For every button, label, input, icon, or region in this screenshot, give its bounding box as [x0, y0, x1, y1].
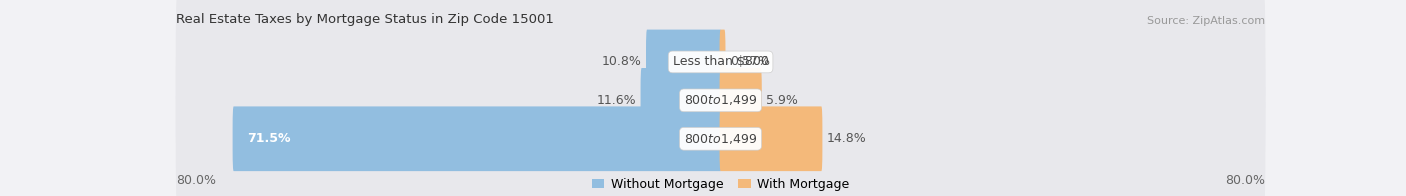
FancyBboxPatch shape	[720, 30, 725, 94]
FancyBboxPatch shape	[176, 55, 1265, 196]
FancyBboxPatch shape	[176, 17, 1265, 184]
FancyBboxPatch shape	[645, 30, 721, 94]
Text: 80.0%: 80.0%	[176, 174, 215, 187]
Text: $800 to $1,499: $800 to $1,499	[683, 93, 758, 107]
Text: 10.8%: 10.8%	[602, 55, 641, 68]
Legend: Without Mortgage, With Mortgage: Without Mortgage, With Mortgage	[592, 178, 849, 191]
FancyBboxPatch shape	[176, 0, 1265, 146]
FancyBboxPatch shape	[720, 106, 823, 171]
Text: Less than $800: Less than $800	[672, 55, 769, 68]
FancyBboxPatch shape	[720, 68, 762, 133]
Text: 5.9%: 5.9%	[766, 94, 799, 107]
Text: 80.0%: 80.0%	[1226, 174, 1265, 187]
Text: 71.5%: 71.5%	[247, 132, 291, 145]
Text: $800 to $1,499: $800 to $1,499	[683, 132, 758, 146]
Text: Source: ZipAtlas.com: Source: ZipAtlas.com	[1147, 16, 1265, 26]
Text: Real Estate Taxes by Mortgage Status in Zip Code 15001: Real Estate Taxes by Mortgage Status in …	[176, 13, 554, 26]
FancyBboxPatch shape	[641, 68, 721, 133]
Text: 14.8%: 14.8%	[827, 132, 866, 145]
Text: 11.6%: 11.6%	[596, 94, 636, 107]
FancyBboxPatch shape	[232, 106, 721, 171]
Text: 0.57%: 0.57%	[730, 55, 770, 68]
